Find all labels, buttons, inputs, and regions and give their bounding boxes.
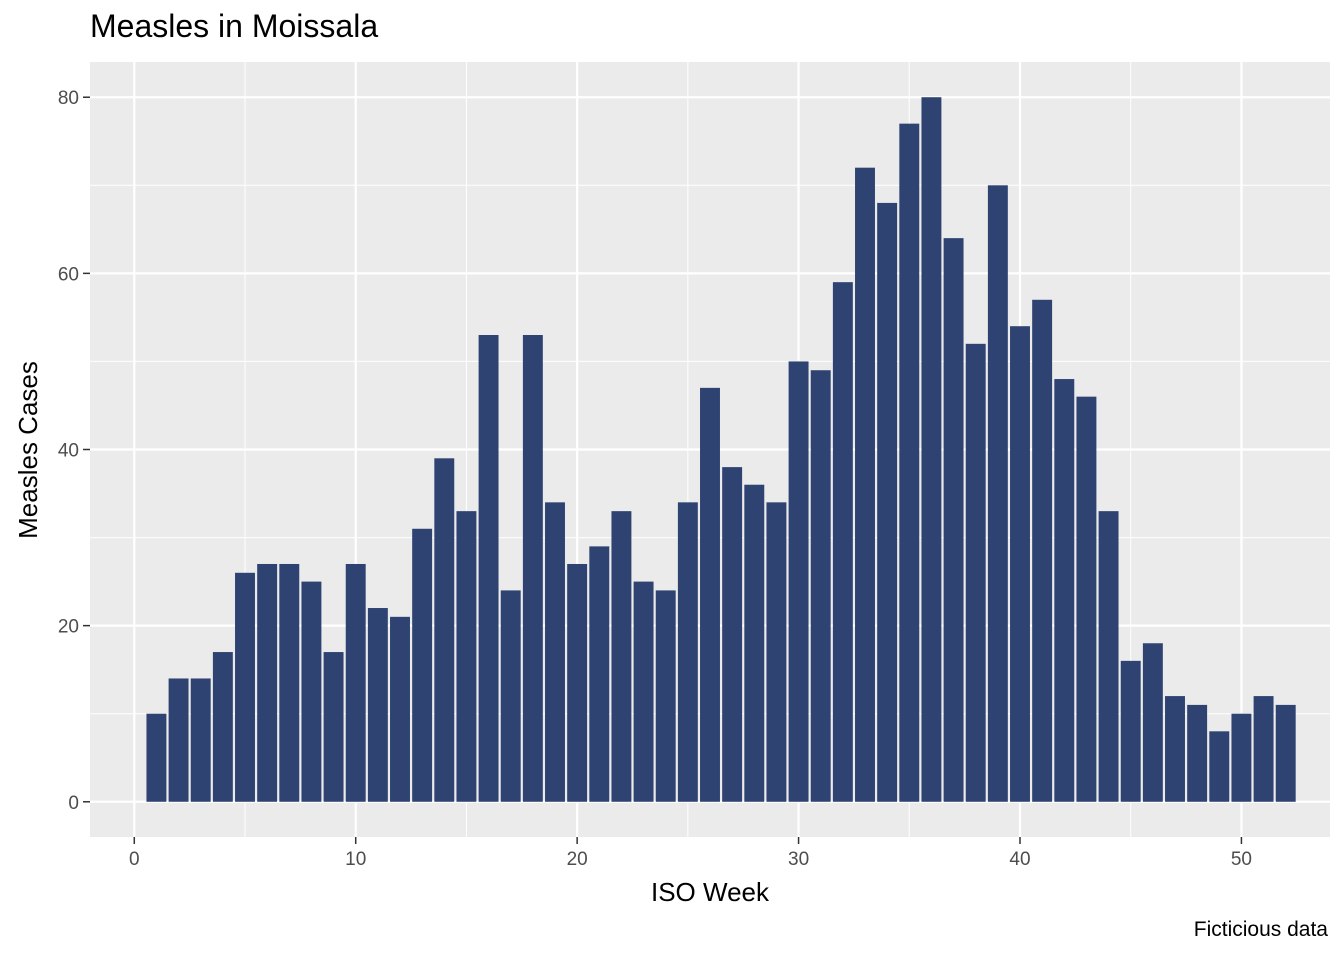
bar-week-1 [146,713,167,802]
bar-week-7 [279,563,300,802]
bar-week-50 [1231,713,1252,802]
bar-week-11 [367,608,388,802]
bar-week-41 [1032,299,1053,802]
y-axis-ticks: 0 20 40 60 80 [58,88,90,814]
y-axis-title: Measles Cases [13,361,43,539]
x-tick-label: 40 [1009,849,1030,870]
bar-week-45 [1120,660,1141,802]
bar-week-26 [700,387,720,802]
bar-week-12 [390,616,410,802]
bar-week-51 [1253,696,1274,802]
bar-week-28 [744,484,765,802]
bar-week-39 [987,185,1008,802]
x-axis-title: ISO Week [651,877,770,907]
chart-title: Measles in Moissala [90,8,379,44]
bar-week-16 [478,335,499,802]
bar-week-29 [766,502,787,802]
y-tick-label: 40 [58,441,79,462]
bar-week-44 [1098,511,1119,802]
bar-week-37 [943,238,964,802]
bar-week-24 [655,590,676,802]
y-tick-label: 20 [58,617,79,638]
bar-week-42 [1054,379,1075,802]
bar-week-25 [677,502,698,802]
chart-caption: Ficticious data [1193,918,1328,941]
y-tick-label: 80 [58,88,79,109]
bar-week-8 [301,581,322,802]
bar-week-38 [965,343,986,802]
bar-week-35 [899,123,920,802]
y-tick-label: 60 [58,264,79,285]
bars [146,97,1296,802]
bar-week-36 [921,97,942,802]
x-tick-label: 10 [345,849,366,870]
y-tick-label: 0 [68,793,79,814]
bar-week-30 [788,361,809,802]
x-tick-label: 50 [1231,849,1252,870]
bar-week-46 [1142,643,1163,802]
bar-week-13 [412,528,433,802]
x-axis-ticks: 0 10 20 30 40 50 [129,837,1252,870]
x-tick-label: 0 [129,849,140,870]
bar-week-15 [456,511,477,802]
bar-week-6 [257,563,278,802]
x-tick-label: 30 [788,849,809,870]
bar-week-34 [877,202,898,802]
bar-week-22 [611,511,632,802]
bar-week-17 [500,590,521,802]
bar-week-20 [567,563,588,802]
bar-week-27 [722,467,743,802]
bar-week-9 [323,652,344,802]
bar-week-47 [1165,696,1185,802]
bar-week-19 [545,502,565,802]
bar-week-18 [522,335,543,802]
bar-week-43 [1076,396,1097,802]
bar-week-48 [1187,704,1208,802]
bar-week-40 [1010,326,1030,802]
bar-week-2 [168,678,189,802]
bar-week-23 [633,581,654,802]
bar-week-21 [589,546,610,802]
bar-week-5 [235,572,255,802]
bar-week-14 [434,458,455,802]
bar-week-49 [1209,731,1230,802]
bar-week-33 [855,167,875,802]
bar-week-52 [1275,704,1296,802]
bar-week-31 [810,370,831,802]
bar-week-4 [212,652,233,802]
x-tick-label: 20 [567,849,588,870]
bar-week-32 [832,282,853,802]
bar-week-10 [345,563,366,802]
bar-week-3 [190,678,211,802]
